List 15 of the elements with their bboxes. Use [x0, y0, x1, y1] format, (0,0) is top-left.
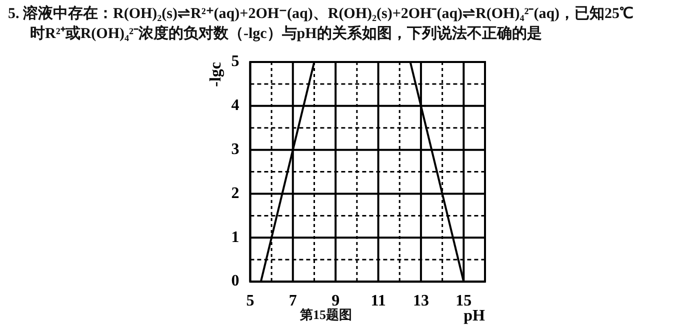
text: 5. 溶液中存在：R(OH)₂(s)⇌R²⁺(aq)+2OH⁻(aq)、R(OH)₂(s)+2OH⁻(aq)⇌R(OH)₄²⁻(aq)，已知25℃: [8, 4, 634, 23]
text: 时R²⁺或R(OH)₄²⁻浓度的负对数（-lgc）与pH的关系如图，下列说法不正确的是: [30, 24, 542, 43]
x-tick-label: 7: [288, 292, 297, 310]
y-tick-label: 3: [231, 140, 240, 158]
x-tick-label: 15: [456, 292, 472, 310]
x-axis-title: pH: [464, 308, 486, 325]
x-tick-label: 5: [246, 292, 254, 310]
x-tick-label: 11: [370, 292, 386, 310]
y-tick-label: 5: [231, 53, 240, 70]
y-tick-label: 4: [231, 97, 240, 114]
y-tick-label: 0: [231, 272, 240, 290]
y-tick-label: 1: [231, 228, 240, 246]
x-tick-label: 13: [412, 292, 429, 310]
y-axis-title: -lgc: [208, 62, 225, 87]
y-tick-label: 2: [231, 184, 240, 202]
